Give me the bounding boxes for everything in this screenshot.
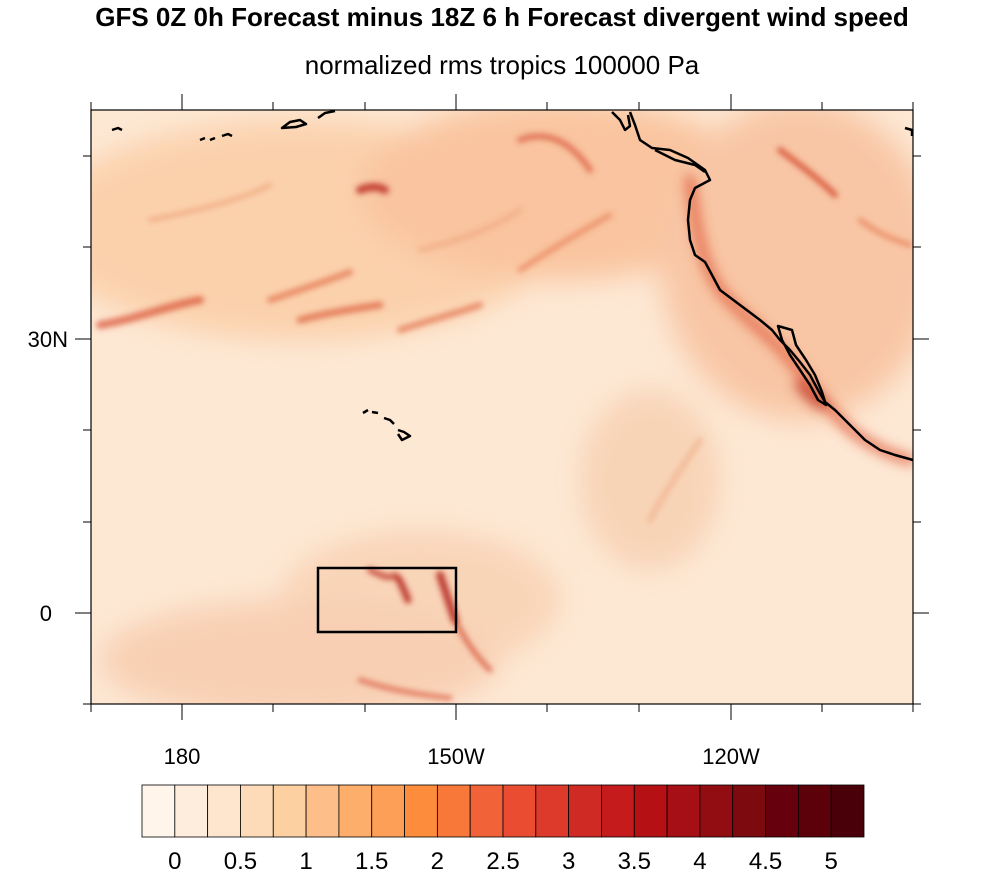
colorbar-swatch — [338, 784, 373, 838]
colorbar-label: 1.5 — [355, 848, 389, 875]
colorbar-label: 0.5 — [223, 848, 258, 875]
colorbar-swatch — [141, 784, 176, 838]
y-tick-label: 30N — [27, 327, 68, 352]
x-tick-label: 180 — [163, 744, 201, 769]
colorbar-swatch — [732, 784, 766, 838]
colorbar-label: 2 — [430, 848, 445, 875]
colorbar-swatch — [207, 784, 241, 838]
colorbar-swatch — [371, 784, 405, 838]
colorbar-swatch — [568, 784, 602, 838]
tick-marks — [75, 94, 929, 720]
colorbar-swatch — [502, 784, 537, 838]
colorbar-swatch — [797, 784, 832, 838]
coastlines — [111, 109, 914, 462]
colorbar-swatch — [830, 784, 865, 838]
colorbar-label: 0 — [168, 848, 182, 875]
colorbar-swatch — [633, 784, 668, 838]
colorbar-label: 2.5 — [486, 848, 520, 875]
colorbar-swatch — [535, 784, 570, 838]
colorbar-swatch — [666, 784, 701, 838]
colorbar — [141, 784, 865, 838]
colorbar-swatch — [240, 784, 274, 838]
x-tick-label: 120W — [702, 744, 760, 769]
y-tick-label: 0 — [39, 601, 52, 626]
colorbar-swatch — [174, 784, 209, 838]
colorbar-swatch — [436, 784, 471, 838]
colorbar-swatch — [601, 784, 635, 838]
colorbar-swatch — [699, 784, 734, 838]
colorbar-swatch — [404, 784, 438, 838]
colorbar-swatch — [272, 784, 307, 838]
colorbar-label: 3.5 — [617, 848, 651, 875]
colorbar-label: 1 — [299, 848, 313, 875]
colorbar-swatch — [765, 784, 799, 838]
colorbar-swatch — [469, 784, 504, 838]
colorbar-label: 4 — [693, 848, 707, 875]
colorbar-swatch — [305, 784, 340, 838]
divergent-wind-field — [91, 110, 913, 704]
map-subtitle: normalized rms tropics 100000 Pa — [304, 50, 700, 80]
colorbar-label: 4.5 — [748, 848, 783, 875]
map-title: GFS 0Z 0h Forecast minus 18Z 6 h Forecas… — [95, 2, 909, 32]
region-box — [316, 566, 458, 634]
plot-frame — [90, 109, 914, 705]
colorbar-label: 5 — [824, 848, 838, 875]
x-tick-label: 150W — [427, 744, 485, 769]
colorbar-label: 3 — [561, 848, 576, 875]
